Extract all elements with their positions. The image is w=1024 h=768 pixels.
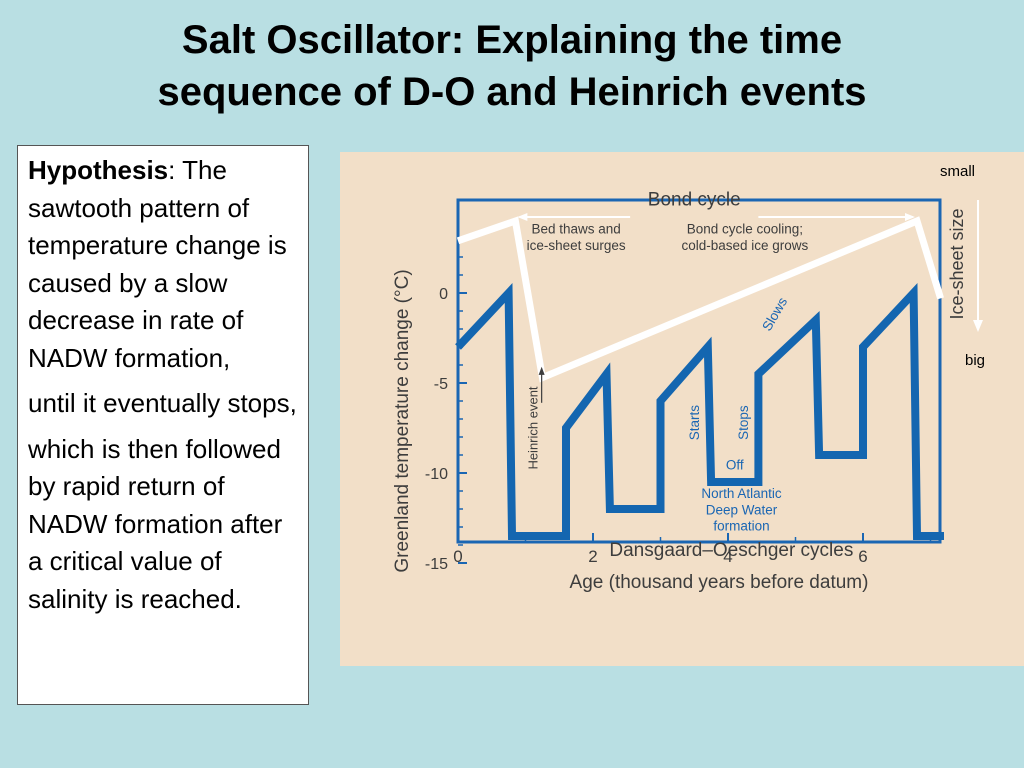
hypothesis-box: Hypothesis: The sawtooth pattern of temp… (17, 145, 309, 705)
bond-cycle-label-bg (632, 205, 757, 229)
y-tick-label: -15 (425, 556, 448, 573)
title-line-2: sequence of D-O and Heinrich events (157, 70, 867, 114)
bond-arrow-left (517, 213, 528, 221)
big-label: big (965, 352, 986, 369)
small-label: small (940, 163, 976, 180)
heinrich-arrow-head (538, 366, 545, 375)
annotation-6: Starts (687, 405, 702, 441)
annotation-7: Stops (736, 405, 751, 440)
bond-arrow-right (905, 213, 915, 221)
y-axis-label: Greenland temperature change (°C) (392, 269, 413, 572)
annotation-13: Dansgaard–Oeschger cycles (609, 540, 853, 561)
hypothesis-paragraph-2: until it eventually stops, (28, 388, 297, 418)
x-axis-label: Age (thousand years before datum) (570, 572, 869, 593)
annotation-4: cold-based ice grows (681, 238, 808, 253)
annotation-0: Bond cycle (648, 190, 741, 211)
hypothesis-heading: Hypothesis (28, 155, 169, 185)
annotation-12: formation (713, 519, 769, 534)
plot-frame (456, 198, 942, 544)
ice-sheet-size-arrow (973, 200, 983, 332)
do-cycles-line (455, 283, 944, 540)
chart-series (455, 216, 944, 540)
hypothesis-text-1: The sawtooth pattern of temperature chan… (28, 155, 287, 373)
annotation-3: Bond cycle cooling; (687, 222, 803, 237)
chart-panel (340, 152, 1024, 666)
annotation-9: Off (726, 457, 744, 472)
annotation-10: North Atlantic (701, 486, 782, 501)
chart-figure: 0 -5 -10 -15 0 2 4 6 Bond cycle Bed thaws and ice… (340, 152, 1024, 666)
bond-cycle-line (456, 216, 944, 383)
ice-sheet-size-label: Ice-sheet size (947, 208, 967, 319)
hypothesis-separator: : (168, 155, 183, 185)
y-tick-label: -5 (434, 376, 448, 393)
x-tick-label: 2 (588, 547, 597, 566)
annotation-5: Heinrich event (526, 386, 541, 469)
chart-frame (456, 198, 942, 544)
chart-svg: 0 -5 -10 -15 0 2 4 6 Bond cycle Bed thaws andice… (340, 152, 1024, 666)
hypothesis-paragraph-3: which is then followed by rapid return o… (28, 433, 283, 614)
x-tick-label: 4 (723, 547, 732, 566)
y-tick-label: 0 (439, 286, 448, 303)
title-line-1: Salt Oscillator: Explaining the time (181, 18, 843, 62)
x-tick-label: 6 (858, 547, 867, 566)
ice-arrow-head (973, 320, 983, 332)
x-tick-label: 0 (453, 547, 462, 566)
annotation-2: ice-sheet surges (527, 238, 626, 253)
hypothesis-paragraph-1: Hypothesis: The sawtooth pattern of temp… (28, 152, 300, 377)
annotation-1: Bed thaws and (531, 222, 620, 237)
slide-title: Salt Oscillator: Explaining the time seq… (0, 14, 1024, 118)
y-tick-label: -10 (425, 466, 448, 483)
annotation-11: Deep Water (706, 502, 778, 517)
